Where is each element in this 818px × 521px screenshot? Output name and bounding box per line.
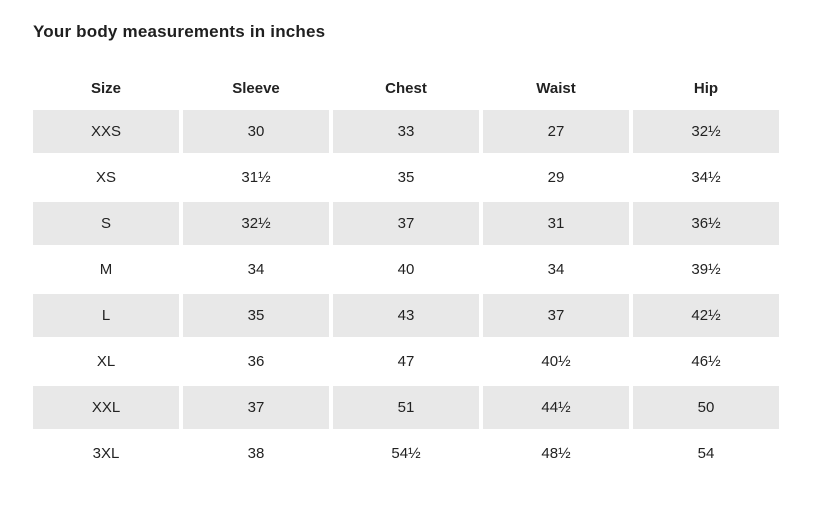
- cell-chest: 43: [333, 294, 479, 337]
- table-header-row: Size Sleeve Chest Waist Hip: [33, 72, 779, 104]
- cell-hip: 36½: [633, 202, 779, 245]
- cell-size: L: [33, 294, 179, 337]
- header-chest: Chest: [385, 79, 427, 97]
- table-row-3xl: 3XL 38 54½ 48½ 54: [33, 432, 779, 475]
- cell-chest: 51: [333, 386, 479, 429]
- cell-waist: 29: [547, 169, 565, 186]
- cell-chest: 35: [397, 169, 415, 186]
- cell-waist: 37: [483, 294, 629, 337]
- cell-waist: 34: [547, 261, 565, 278]
- cell-hip: 32½: [633, 110, 779, 153]
- header-hip: Hip: [693, 79, 719, 97]
- cell-chest: 47: [397, 353, 415, 370]
- header-size: Size: [90, 79, 121, 97]
- cell-chest: 37: [333, 202, 479, 245]
- cell-hip: 42½: [633, 294, 779, 337]
- table-row-xxl: XXL 37 51 44½ 50: [33, 386, 779, 429]
- cell-hip: 50: [633, 386, 779, 429]
- cell-sleeve: 35: [183, 294, 329, 337]
- cell-size: XXS: [33, 110, 179, 153]
- cell-size: 3XL: [92, 445, 120, 462]
- table-row-l: L 35 43 37 42½: [33, 294, 779, 337]
- cell-waist: 40½: [541, 353, 571, 370]
- table-row-xxs: XXS 30 33 27 32½: [33, 110, 779, 153]
- table-row-xl: XL 36 47 40½ 46½: [33, 340, 779, 383]
- header-sleeve: Sleeve: [232, 79, 280, 97]
- cell-size: M: [99, 261, 113, 278]
- cell-hip: 39½: [691, 261, 721, 278]
- cell-hip: 54: [697, 445, 715, 462]
- cell-sleeve: 38: [247, 445, 265, 462]
- cell-sleeve: 31½: [241, 169, 271, 186]
- size-chart-table: Size Sleeve Chest Waist Hip XXS 30 33 27…: [33, 72, 779, 475]
- cell-waist: 44½: [483, 386, 629, 429]
- cell-chest: 33: [333, 110, 479, 153]
- cell-size: XS: [95, 169, 116, 186]
- cell-sleeve: 30: [183, 110, 329, 153]
- cell-chest: 54½: [391, 445, 421, 462]
- cell-waist: 31: [483, 202, 629, 245]
- cell-size: S: [33, 202, 179, 245]
- cell-size: XL: [96, 353, 116, 370]
- table-row-m: M 34 40 34 39½: [33, 248, 779, 291]
- cell-sleeve: 34: [247, 261, 265, 278]
- cell-waist: 48½: [541, 445, 571, 462]
- cell-sleeve: 36: [247, 353, 265, 370]
- header-waist: Waist: [536, 79, 576, 97]
- table-row-xs: XS 31½ 35 29 34½: [33, 156, 779, 199]
- page-title: Your body measurements in inches: [33, 22, 326, 41]
- cell-sleeve: 37: [183, 386, 329, 429]
- table-row-s: S 32½ 37 31 36½: [33, 202, 779, 245]
- cell-waist: 27: [483, 110, 629, 153]
- cell-hip: 34½: [691, 169, 721, 186]
- cell-sleeve: 32½: [183, 202, 329, 245]
- cell-size: XXL: [33, 386, 179, 429]
- cell-hip: 46½: [691, 353, 721, 370]
- cell-chest: 40: [397, 261, 415, 278]
